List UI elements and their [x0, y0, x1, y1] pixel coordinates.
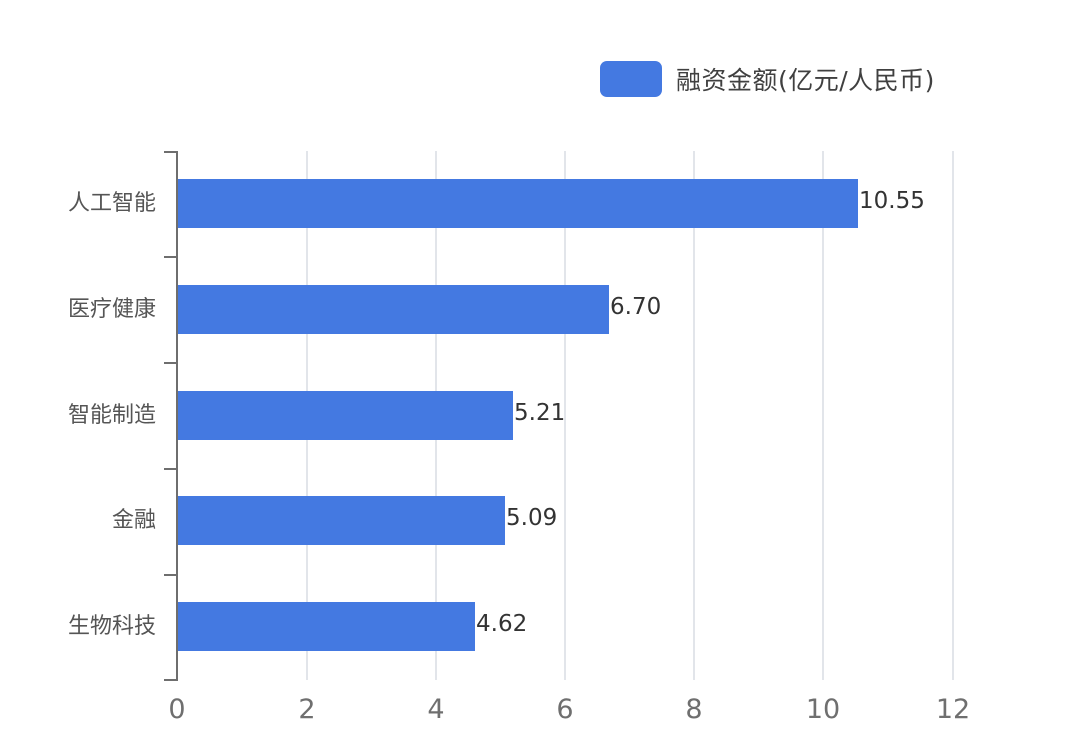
category-label: 金融 — [111, 508, 156, 533]
category-label: 智能制造 — [67, 403, 156, 428]
x-tick-label: 6 — [556, 694, 574, 725]
x-tick-label: 8 — [685, 694, 703, 725]
bar-smart-manufacturing[interactable] — [178, 391, 513, 440]
x-tick-label: 2 — [298, 694, 316, 725]
bar-value-label: 5.09 — [506, 505, 558, 531]
y-axis-tick — [164, 256, 177, 258]
x-tick-label: 0 — [168, 694, 186, 725]
gridline-12 — [952, 151, 954, 680]
gridline-10 — [822, 151, 824, 680]
x-tick-label: 12 — [935, 694, 971, 725]
y-axis-tick — [164, 468, 177, 470]
y-axis-tick — [164, 574, 177, 576]
gridline-6 — [564, 151, 566, 680]
bar-value-label: 5.21 — [514, 400, 566, 426]
category-label: 医疗健康 — [67, 297, 156, 322]
category-label: 生物科技 — [67, 614, 156, 639]
y-axis-tick — [164, 679, 177, 681]
x-tick-label: 10 — [805, 694, 841, 725]
legend-label: 融资金额(亿元/人民币) — [676, 66, 935, 95]
bar-value-label: 10.55 — [859, 188, 925, 214]
bar-biotech[interactable] — [178, 602, 475, 651]
x-tick-label: 4 — [427, 694, 445, 725]
legend-swatch — [600, 61, 662, 97]
y-axis-tick — [164, 151, 177, 153]
bar-finance[interactable] — [178, 496, 505, 545]
category-label: 人工智能 — [67, 191, 156, 216]
gridline-8 — [693, 151, 695, 680]
y-axis-line — [176, 151, 178, 681]
bar-healthcare[interactable] — [178, 285, 609, 334]
chart-legend: 融资金额(亿元/人民币) — [600, 60, 935, 98]
bar-value-label: 4.62 — [476, 611, 528, 637]
bar-ai[interactable] — [178, 179, 858, 228]
y-axis-tick — [164, 362, 177, 364]
bar-value-label: 6.70 — [610, 294, 662, 320]
